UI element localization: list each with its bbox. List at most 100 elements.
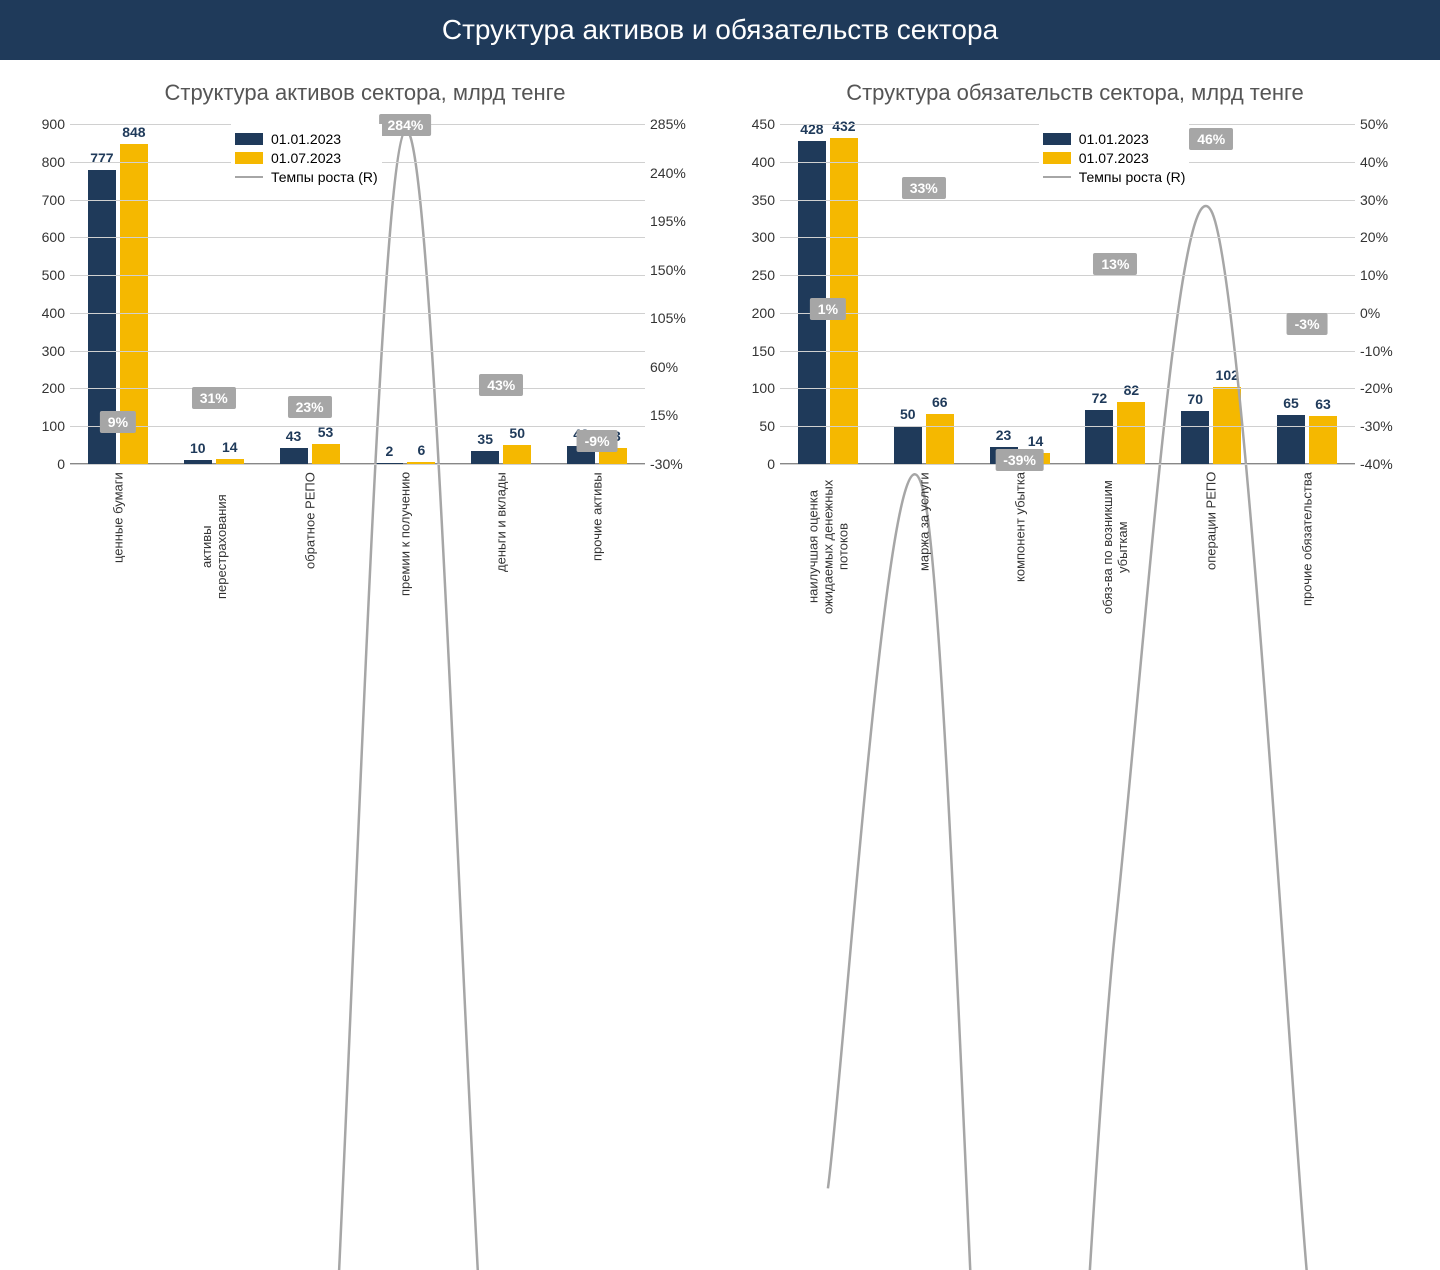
category-group: 6563 <box>1259 415 1355 464</box>
x-axis-label: маржа за услуги <box>876 472 972 622</box>
bar-s1: 72 <box>1085 410 1113 464</box>
grid-line <box>70 200 645 201</box>
bar-s2: 66 <box>926 414 954 464</box>
page-title: Структура активов и обязательств сектора <box>0 0 1440 60</box>
y-axis-left: 9008007006005004003002001000 <box>25 124 65 464</box>
x-axis-label: операции РЕПО <box>1163 472 1259 622</box>
category-group: 23 14 <box>972 447 1068 464</box>
bar-value-label: 10 <box>190 440 206 456</box>
bar-s2: 848 <box>120 144 148 464</box>
bar-value-label: 432 <box>832 118 855 134</box>
bar-value-label: 50 <box>900 406 916 422</box>
x-axis-labels: ценные бумагиактивы перестрахованияобрат… <box>70 472 645 622</box>
grid-line <box>780 351 1355 352</box>
legend-label: 01.01.2023 <box>1079 131 1149 147</box>
bar-value-label: 102 <box>1216 367 1239 383</box>
legend: 01.01.2023 01.07.2023 Темпы роста (R) <box>1039 124 1190 192</box>
grid-line <box>70 275 645 276</box>
bar-s1: 48 <box>567 446 595 464</box>
y-axis-right: 50%40%30%20%10%0%-10%-20%-30%-40% <box>1360 124 1415 464</box>
bar-value-label: 50 <box>509 425 525 441</box>
bar-value-label: 65 <box>1283 395 1299 411</box>
legend-item-s2: 01.07.2023 <box>1043 150 1186 166</box>
legend-swatch <box>1043 133 1071 145</box>
bar-value-label: 14 <box>1028 433 1044 449</box>
grid-line <box>70 464 645 465</box>
grid-line <box>780 426 1355 427</box>
x-axis-label: деньги и вклады <box>453 472 549 622</box>
bar-value-label: 14 <box>222 439 238 455</box>
grid-line <box>70 237 645 238</box>
x-axis-label: ценные бумаги <box>70 472 166 622</box>
grid-line <box>70 313 645 314</box>
legend-line-swatch <box>1043 176 1071 178</box>
grid-line <box>780 313 1355 314</box>
x-axis-label: обяз-ва по возникшим убыткам <box>1067 472 1163 622</box>
bar-value-label: 848 <box>122 124 145 140</box>
y-axis-left: 450400350300250200150100500 <box>735 124 775 464</box>
bar-s2: 53 <box>312 444 340 464</box>
legend-item-s1: 01.01.2023 <box>235 131 378 147</box>
grid-line <box>780 464 1355 465</box>
bar-value-label: 43 <box>605 428 621 444</box>
grid-line <box>780 275 1355 276</box>
bar-s1: 23 <box>990 447 1018 464</box>
legend-label: 01.01.2023 <box>271 131 341 147</box>
legend-item-s2: 01.07.2023 <box>235 150 378 166</box>
chart-title: Структура обязательств сектора, млрд тен… <box>735 80 1415 106</box>
grid-line <box>780 237 1355 238</box>
grid-line <box>780 388 1355 389</box>
plot-area: 9008007006005004003002001000 285%240%195… <box>70 124 645 464</box>
legend-label: Темпы роста (R) <box>1079 169 1186 185</box>
chart-assets: Структура активов сектора, млрд тенге 90… <box>25 80 705 622</box>
x-axis-label: прочие активы <box>549 472 645 622</box>
x-axis-labels: наилучшая оценка ожидаемых денежных пото… <box>780 472 1355 622</box>
chart-title: Структура активов сектора, млрд тенге <box>25 80 705 106</box>
bar-value-label: 777 <box>90 150 113 166</box>
bar-s1: 70 <box>1181 411 1209 464</box>
x-axis-label: наилучшая оценка ожидаемых денежных пото… <box>780 472 876 622</box>
bar-value-label: 2 <box>385 443 393 459</box>
legend-label: 01.07.2023 <box>271 150 341 166</box>
x-axis-label: компонент убытка <box>972 472 1068 622</box>
x-axis-label: активы перестрахования <box>166 472 262 622</box>
bar-s1: 35 <box>471 451 499 464</box>
grid-line <box>780 200 1355 201</box>
legend-item-growth: Темпы роста (R) <box>235 169 378 185</box>
legend-item-growth: Темпы роста (R) <box>1043 169 1186 185</box>
bar-value-label: 82 <box>1124 382 1140 398</box>
category-group: 428432 <box>780 138 876 464</box>
bar-s1: 50 <box>894 426 922 464</box>
category-group: 5066 <box>876 414 972 464</box>
plot-area: 450400350300250200150100500 50%40%30%20%… <box>780 124 1355 464</box>
bar-s1: 43 <box>280 448 308 464</box>
bar-value-label: 6 <box>417 442 425 458</box>
category-group: 4843 <box>549 446 645 464</box>
legend-swatch <box>235 133 263 145</box>
category-group: 777 848 <box>70 144 166 464</box>
category-group: 35 50 <box>453 445 549 464</box>
legend-swatch <box>235 152 263 164</box>
legend-label: 01.07.2023 <box>1079 150 1149 166</box>
bar-value-label: 35 <box>477 431 493 447</box>
bar-s2: 50 <box>503 445 531 464</box>
bar-s2: 82 <box>1117 402 1145 464</box>
charts-container: Структура активов сектора, млрд тенге 90… <box>0 60 1440 622</box>
bar-s1: 65 <box>1277 415 1305 464</box>
bar-value-label: 70 <box>1187 391 1203 407</box>
bar-value-label: 66 <box>932 394 948 410</box>
category-group: 4353 <box>262 444 358 464</box>
grid-line <box>70 388 645 389</box>
legend: 01.01.2023 01.07.2023 Темпы роста (R) <box>231 124 382 192</box>
x-axis-label: прочие обязательства <box>1259 472 1355 622</box>
bar-s2: 432 <box>830 138 858 464</box>
bar-s2: 14 <box>1022 453 1050 464</box>
legend-item-s1: 01.01.2023 <box>1043 131 1186 147</box>
chart-liabilities: Структура обязательств сектора, млрд тен… <box>735 80 1415 622</box>
bar-value-label: 72 <box>1092 390 1108 406</box>
grid-line <box>70 351 645 352</box>
bar-value-label: 23 <box>996 427 1012 443</box>
bar-s2: 43 <box>599 448 627 464</box>
bar-value-label: 63 <box>1315 396 1331 412</box>
bar-value-label: 48 <box>573 426 589 442</box>
